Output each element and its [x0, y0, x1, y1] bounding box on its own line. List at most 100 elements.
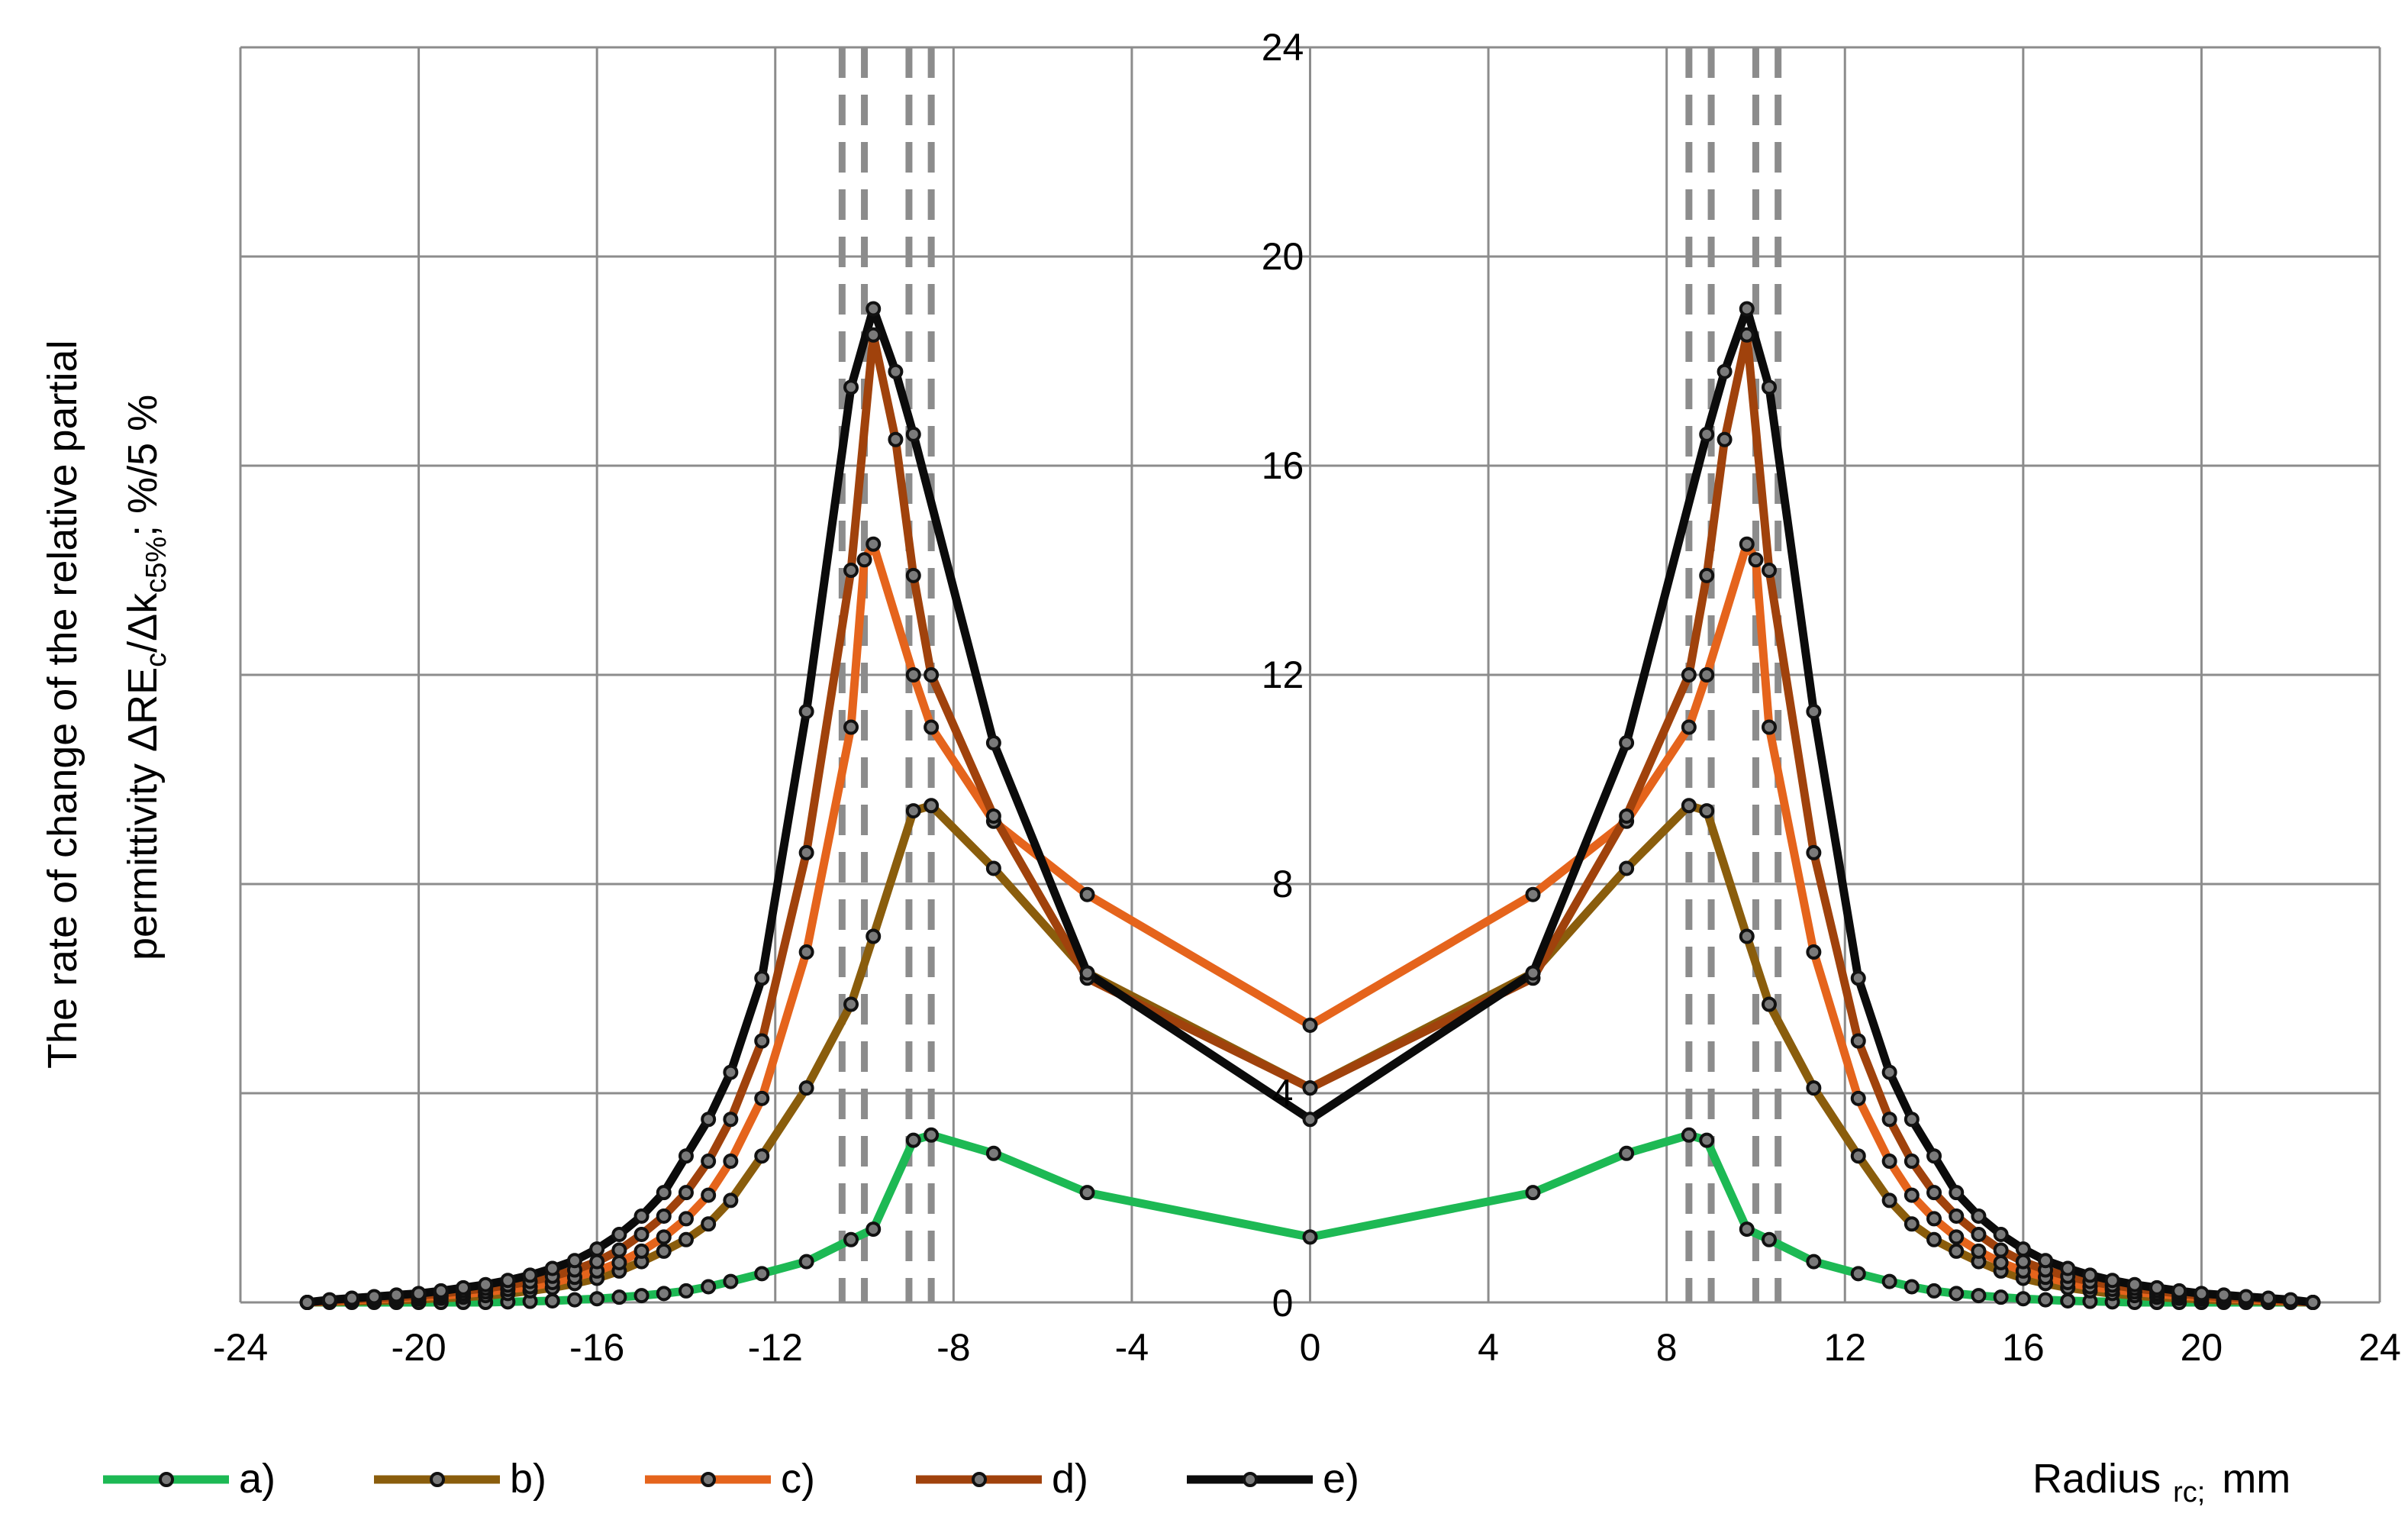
- data-point-c-18: [701, 1187, 717, 1203]
- data-point-d-27: [985, 808, 1001, 824]
- data-point-e-35: [1806, 703, 1822, 719]
- data-point-a-35: [1806, 1254, 1822, 1270]
- data-point-d-19: [723, 1112, 739, 1128]
- data-point-a-26: [985, 1145, 1001, 1161]
- data-point-a-14: [611, 1289, 627, 1305]
- data-point-b-39: [1926, 1231, 1942, 1247]
- data-point-a-20: [754, 1266, 770, 1282]
- data-point-e-8: [478, 1276, 494, 1292]
- data-point-e-9: [500, 1273, 516, 1289]
- legend-label-e: e): [1323, 1456, 1359, 1502]
- data-point-e-37: [1881, 1064, 1897, 1080]
- x-tick-label-3: -12: [748, 1326, 803, 1369]
- x-tick-label-11: 20: [2181, 1326, 2223, 1369]
- legend-marker-a: [159, 1472, 174, 1487]
- data-point-d-39: [1881, 1112, 1897, 1128]
- data-point-b-23: [866, 928, 882, 944]
- data-point-d-17: [678, 1185, 694, 1201]
- series-lines: [299, 301, 2321, 1310]
- data-point-a-39: [1926, 1283, 1942, 1299]
- data-point-b-36: [1850, 1148, 1866, 1164]
- data-point-b-25: [924, 798, 940, 814]
- y-tick-label-4: 16: [1262, 444, 1304, 487]
- x-tick-label-10: 16: [2002, 1326, 2045, 1369]
- data-point-c-42: [1949, 1229, 1965, 1245]
- data-point-d-14: [611, 1242, 627, 1258]
- data-point-e-24: [888, 363, 904, 379]
- data-point-d-38: [1850, 1033, 1866, 1049]
- data-point-b-38: [1904, 1216, 1920, 1232]
- data-point-e-20: [754, 970, 770, 986]
- data-point-e-46: [2082, 1267, 2098, 1283]
- data-point-c-29: [1302, 1017, 1318, 1033]
- data-point-d-25: [905, 567, 921, 583]
- data-point-c-26: [924, 719, 940, 735]
- data-point-e-13: [589, 1241, 605, 1257]
- data-point-a-33: [1739, 1221, 1755, 1238]
- data-point-d-15: [633, 1226, 650, 1242]
- data-point-c-43: [1971, 1243, 1987, 1259]
- data-point-e-49: [2149, 1279, 2165, 1296]
- data-point-e-51: [2194, 1286, 2210, 1302]
- data-point-e-34: [1761, 379, 1777, 395]
- data-point-c-21: [798, 944, 814, 960]
- data-point-c-38: [1850, 1090, 1866, 1106]
- y-tick-label-0: 0: [1272, 1282, 1294, 1325]
- legend-label-a: a): [239, 1456, 276, 1502]
- data-point-c-23: [856, 552, 872, 568]
- legend: a) b) c) d) e): [103, 1456, 1359, 1502]
- data-point-e-56: [2305, 1295, 2321, 1310]
- data-point-a-25: [924, 1127, 940, 1143]
- x-tick-label-7: 4: [1478, 1326, 1499, 1369]
- data-point-a-16: [656, 1286, 672, 1302]
- data-point-b-22: [843, 996, 859, 1012]
- data-point-d-33: [1699, 567, 1715, 583]
- data-point-e-7: [455, 1279, 471, 1296]
- legend-marker-d: [972, 1472, 987, 1487]
- data-point-d-29: [1302, 1080, 1318, 1096]
- data-point-e-54: [2261, 1290, 2277, 1306]
- x-tick-label-2: -16: [569, 1326, 624, 1369]
- data-point-c-24: [866, 536, 882, 552]
- data-point-e-25: [905, 426, 921, 442]
- data-point-e-3: [366, 1289, 382, 1305]
- data-point-e-6: [433, 1283, 449, 1299]
- data-point-a-42: [1993, 1289, 2009, 1305]
- x-tick-label-6: 0: [1300, 1326, 1321, 1369]
- data-point-e-50: [2171, 1283, 2187, 1299]
- data-point-c-44: [1993, 1254, 2009, 1270]
- data-point-e-53: [2238, 1289, 2254, 1305]
- data-point-a-30: [1619, 1145, 1635, 1161]
- data-point-b-26: [985, 860, 1001, 876]
- data-point-c-14: [611, 1254, 627, 1270]
- data-point-a-19: [723, 1273, 739, 1289]
- y-axis-title-line2: permittivity ΔREc/Δkc5%; %/5 %: [120, 395, 172, 960]
- data-point-c-32: [1681, 719, 1697, 735]
- y-axis-title-line1: The rate of change of the relative parti…: [40, 340, 85, 1069]
- y-tick-label-3: 12: [1262, 653, 1304, 696]
- data-point-c-35: [1748, 552, 1764, 568]
- data-point-a-24: [905, 1132, 921, 1148]
- data-point-e-40: [1949, 1185, 1965, 1201]
- x-tick-label-12: 24: [2358, 1326, 2401, 1369]
- data-point-a-45: [2060, 1292, 2076, 1309]
- data-point-e-15: [633, 1208, 650, 1224]
- data-point-b-34: [1761, 996, 1777, 1012]
- y-tick-labels: 0 4 8 12 16 20 24: [1262, 26, 1304, 1325]
- data-point-d-13: [589, 1254, 605, 1270]
- data-point-d-20: [754, 1033, 770, 1049]
- data-point-e-0: [299, 1295, 315, 1310]
- data-point-d-22: [843, 563, 859, 578]
- data-point-a-44: [2038, 1292, 2054, 1308]
- data-point-a-41: [1971, 1288, 1987, 1304]
- x-tick-label-5: -4: [1115, 1326, 1149, 1369]
- y-tick-label-6: 24: [1262, 26, 1304, 69]
- data-point-b-37: [1881, 1192, 1897, 1208]
- data-point-e-44: [2038, 1253, 2054, 1269]
- data-point-a-15: [633, 1288, 650, 1304]
- data-point-e-55: [2283, 1292, 2299, 1308]
- data-point-a-28: [1302, 1229, 1318, 1245]
- data-point-e-30: [1619, 735, 1635, 751]
